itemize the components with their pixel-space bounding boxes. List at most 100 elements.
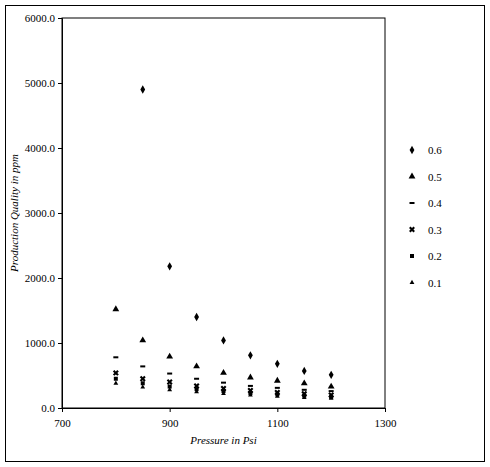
- outer-border: [6, 6, 485, 462]
- plot-frame: [62, 18, 385, 408]
- tick: 0.0: [41, 402, 62, 414]
- point: [274, 377, 281, 383]
- legend-marker: [410, 254, 414, 258]
- legend-item: 0.2: [410, 250, 442, 262]
- tick: 5000.0: [25, 77, 62, 89]
- point: [140, 85, 145, 93]
- tick-label: 5000.0: [25, 77, 56, 89]
- x-axis-title: Pressure in Psi: [189, 434, 256, 446]
- point: [329, 371, 334, 379]
- x-axis: 700 900 1100 1300: [54, 408, 397, 429]
- point: [302, 367, 307, 375]
- legend-item: 0.5: [409, 171, 443, 183]
- legend-marker: [410, 146, 415, 154]
- tick: 6000.0: [25, 12, 62, 24]
- point: [329, 395, 334, 399]
- legend-label: 0.5: [428, 171, 442, 183]
- tick-mark: [277, 408, 278, 412]
- point: [248, 351, 253, 359]
- series: [140, 85, 333, 379]
- series: [111, 368, 335, 399]
- point: [167, 373, 172, 375]
- y-axis-title: Production Quality in ppm: [8, 154, 20, 273]
- legend: 0.6 0.5 0.4 0.3 0.2 0.1: [408, 144, 443, 289]
- point: [328, 383, 335, 389]
- point: [301, 379, 308, 385]
- point: [248, 385, 253, 387]
- point: [327, 391, 336, 400]
- axis-line: [58, 19, 63, 409]
- series: [113, 381, 333, 400]
- point: [140, 365, 145, 367]
- tick-label: 0.0: [41, 402, 55, 414]
- point: [273, 388, 282, 397]
- point: [221, 382, 226, 384]
- point: [329, 390, 334, 392]
- point: [221, 391, 226, 395]
- series: [112, 305, 334, 388]
- axis-line: [63, 409, 386, 413]
- tick: 3000.0: [25, 207, 62, 219]
- tick: 1300: [375, 408, 398, 429]
- point: [221, 336, 226, 344]
- legend-label: 0.6: [428, 144, 442, 156]
- tick-label: 900: [162, 417, 179, 429]
- tick-label: 1300: [375, 417, 398, 429]
- legend-label: 0.1: [428, 277, 442, 289]
- legend-item: 0.4: [410, 197, 443, 209]
- tick-mark: [58, 408, 62, 409]
- series: [114, 377, 333, 399]
- legend-marker: [410, 280, 415, 284]
- tick-label: 6000.0: [25, 12, 56, 24]
- tick-mark: [58, 213, 62, 214]
- tick-mark: [58, 148, 62, 149]
- legend-label: 0.3: [428, 224, 442, 236]
- point: [248, 392, 253, 396]
- tick-label: 4000.0: [25, 142, 56, 154]
- point: [167, 262, 172, 270]
- tick: 700: [54, 408, 71, 429]
- tick: 900: [162, 408, 179, 429]
- point: [113, 356, 118, 358]
- point: [275, 387, 280, 389]
- tick-mark: [385, 408, 386, 412]
- tick: 2000.0: [25, 272, 62, 284]
- legend-item: 0.6: [410, 144, 443, 156]
- point: [166, 353, 173, 359]
- point: [167, 387, 172, 391]
- legend-item: 0.1: [410, 277, 442, 289]
- point: [302, 395, 307, 399]
- tick: 1100: [267, 408, 289, 429]
- legend-marker: [409, 173, 416, 179]
- point: [194, 313, 199, 321]
- legend-label: 0.4: [428, 197, 442, 209]
- tick: 4000.0: [25, 142, 62, 154]
- legend-item: 0.3: [408, 224, 443, 236]
- point: [140, 384, 145, 388]
- point: [275, 394, 280, 398]
- tick-label: 1000.0: [25, 337, 56, 349]
- tick-mark: [170, 408, 171, 412]
- point: [193, 362, 200, 368]
- tick-mark: [58, 18, 62, 19]
- chart: 700 900 1100 1300 0.0 1000.0 2000.0 3000.0 4000.…: [0, 0, 490, 467]
- tick-label: 1100: [267, 417, 289, 429]
- y-axis: 0.0 1000.0 2000.0 3000.0 4000.0 5000.0 6000.0: [25, 12, 63, 414]
- point: [275, 360, 280, 368]
- tick-mark: [58, 83, 62, 84]
- point: [247, 374, 254, 380]
- legend-label: 0.2: [428, 250, 442, 262]
- legend-marker: [410, 202, 415, 204]
- point: [111, 368, 120, 377]
- legend-marker: [408, 225, 417, 234]
- marks: [111, 85, 335, 399]
- tick: 1000.0: [25, 337, 62, 349]
- point: [114, 377, 118, 381]
- point: [112, 305, 119, 311]
- point: [194, 389, 199, 393]
- point: [194, 378, 199, 380]
- series: [113, 356, 333, 392]
- point: [300, 389, 309, 398]
- point: [329, 395, 333, 399]
- tick-mark: [58, 343, 62, 344]
